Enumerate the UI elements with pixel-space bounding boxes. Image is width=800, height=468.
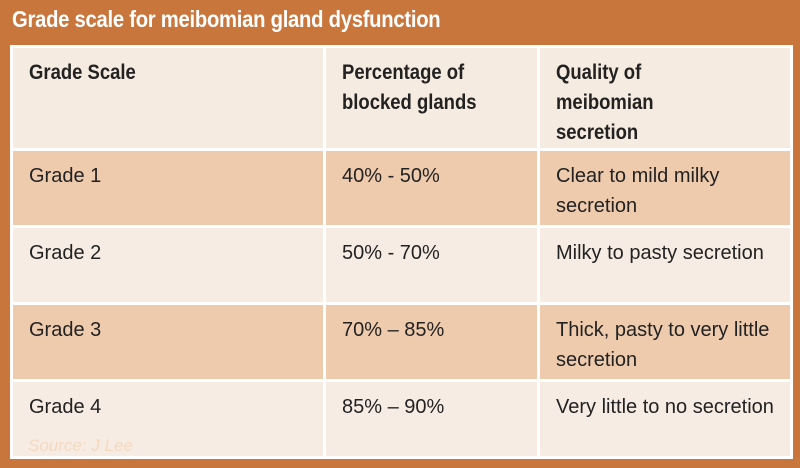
cell-text: 70% – 85% bbox=[342, 319, 445, 341]
cell-text: 50% - 70% bbox=[342, 242, 440, 264]
cell-text: Milky to pasty secretion bbox=[556, 242, 764, 264]
table-cell: 85% – 90% bbox=[323, 379, 540, 459]
table-cell: Grade 4 bbox=[10, 379, 326, 459]
header-text: Quality of meibomian secretion bbox=[556, 61, 654, 144]
table-cell: 50% - 70% bbox=[323, 225, 540, 305]
table-cell: Thick, pasty to very little secretion bbox=[537, 302, 793, 382]
header-text: Grade Scale bbox=[29, 61, 136, 84]
column-header: Quality of meibomian secretion bbox=[537, 45, 793, 151]
cell-text: 85% – 90% bbox=[342, 396, 445, 418]
table-cell: Grade 3 bbox=[10, 302, 326, 382]
source: Source: J Lee bbox=[28, 436, 133, 455]
table-cell: Milky to pasty secretion bbox=[537, 225, 793, 305]
cell-text: Grade 3 bbox=[29, 319, 102, 341]
header-row: Grade Scale Percentage of blocked glands Q… bbox=[10, 45, 793, 151]
cell-text: Grade 2 bbox=[29, 242, 102, 264]
cell-text: Thick, pasty to very little secretion bbox=[556, 319, 770, 371]
cell-text: Very little to no secretion bbox=[556, 396, 774, 418]
column-header: Percentage of blocked glands bbox=[323, 45, 540, 151]
table-row: Grade 3 70% – 85% Thick, pasty to very lit… bbox=[10, 302, 793, 382]
title: Grade scale for meibomian gland dysfunct… bbox=[12, 6, 441, 32]
cell-text: Clear to mild milky secretion bbox=[556, 165, 720, 217]
cell-text: 40% - 50% bbox=[342, 165, 440, 187]
column-header: Grade Scale bbox=[10, 45, 326, 151]
table-cell: Grade 1 bbox=[10, 148, 326, 228]
table-cell: Grade 2 bbox=[10, 225, 326, 305]
table-body: Grade 1 40% - 50% Clear to mild milky secr… bbox=[10, 148, 793, 459]
cell-text: Grade 4 bbox=[29, 396, 102, 418]
grade-table: Grade Scale Percentage of blocked glands Q… bbox=[10, 45, 793, 459]
header-text: Percentage of blocked glands bbox=[342, 61, 477, 114]
table-cell: Very little to no secretion bbox=[537, 379, 793, 459]
table-cell: Clear to mild milky secretion bbox=[537, 148, 793, 228]
table-row: Grade 2 50% - 70% Milky to pasty secretion bbox=[10, 225, 793, 305]
table-cell: 70% – 85% bbox=[323, 302, 540, 382]
table-cell: 40% - 50% bbox=[323, 148, 540, 228]
cell-text: Grade 1 bbox=[29, 165, 102, 187]
table-row: Grade 1 40% - 50% Clear to mild milky secr… bbox=[10, 148, 793, 228]
table-row: Grade 4 85% – 90% Very little to no secret… bbox=[10, 379, 793, 459]
